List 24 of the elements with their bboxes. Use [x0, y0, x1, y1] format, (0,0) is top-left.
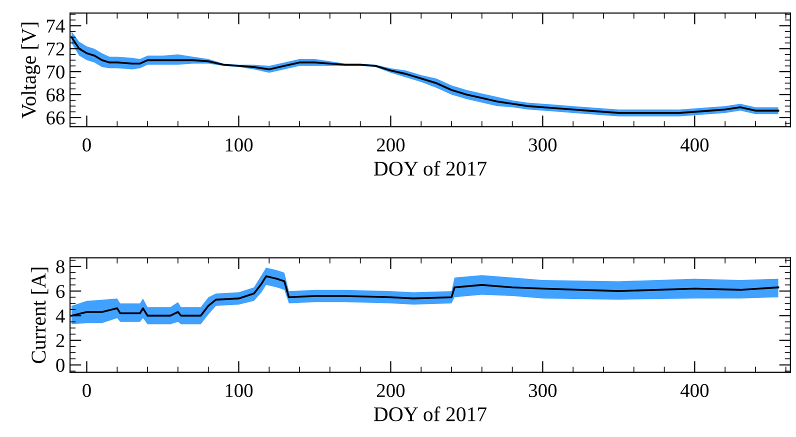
- y-axis-title: Current [A]: [31, 268, 48, 364]
- x-tick-label: 100: [226, 384, 253, 398]
- x-tick-label: 0: [82, 138, 91, 152]
- x-tick-label: 100: [226, 138, 253, 152]
- x-tick-label: 300: [529, 138, 557, 152]
- x-axis-title: DOY of 2017: [374, 406, 487, 422]
- y-tick-label: 70: [47, 65, 64, 79]
- x-tick-label: 400: [680, 384, 709, 398]
- x-axis-title: DOY of 2017: [374, 160, 487, 176]
- x-tick-label: 0: [82, 384, 91, 398]
- y-tick-label: 4: [56, 310, 65, 322]
- y-tick-label: 0: [56, 358, 64, 372]
- y-tick-label: 66: [46, 111, 65, 124]
- y-tick-label: 6: [56, 284, 65, 298]
- y-axis-title: Voltage [V]: [21, 22, 40, 118]
- x-tick-label: 200: [376, 138, 405, 152]
- x-tick-label: 400: [680, 138, 709, 152]
- y-tick-label: 2: [56, 334, 64, 348]
- y-tick-label: 72: [47, 42, 64, 56]
- x-tick-label: 200: [376, 384, 405, 398]
- y-tick-label: 74: [47, 20, 65, 32]
- y-tick-label: 68: [46, 88, 64, 102]
- y-tick-label: 8: [56, 260, 64, 274]
- x-tick-label: 300: [529, 384, 557, 398]
